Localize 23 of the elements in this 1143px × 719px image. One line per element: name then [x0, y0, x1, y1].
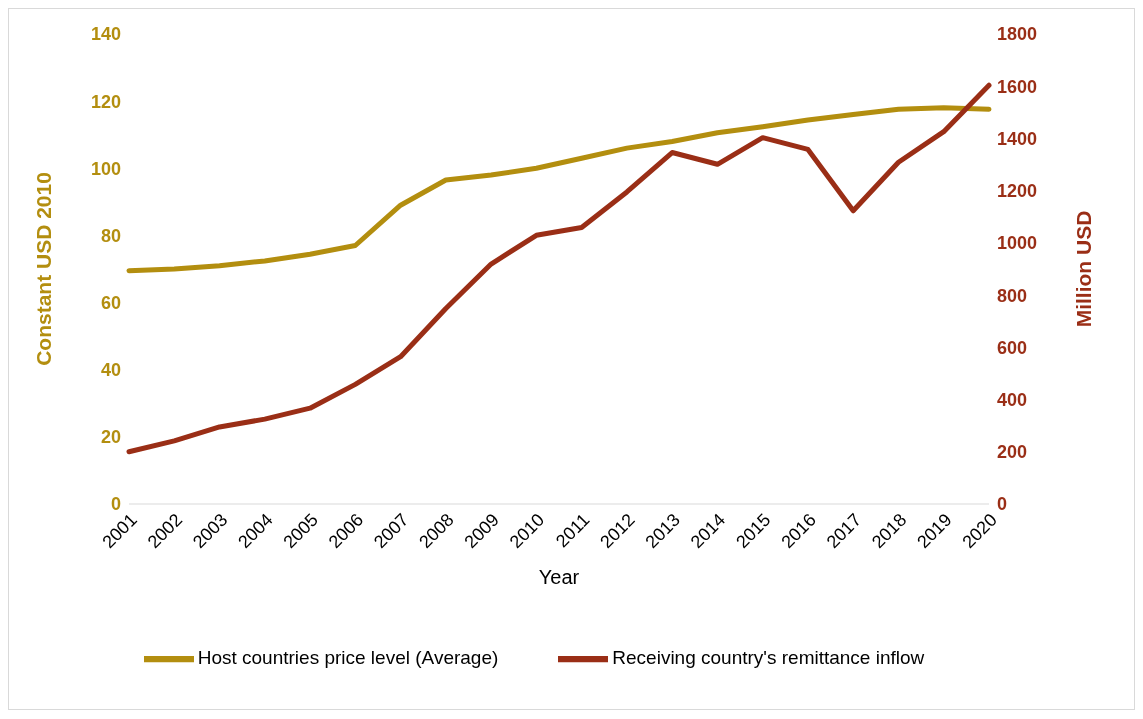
y-tick-label: 100 — [90, 158, 121, 179]
y2-tick-label: 1800 — [997, 24, 1038, 45]
legend-label: Host countries price level (Average) — [197, 647, 499, 669]
y2-tick-label: 0 — [997, 494, 1008, 515]
y-tick-label: 80 — [100, 225, 121, 246]
y-tick-label: 140 — [90, 24, 121, 45]
y2-tick-label: 1600 — [997, 76, 1038, 97]
y-tick-label: 0 — [110, 494, 121, 515]
y-axis-title: Constant USD 2010 — [32, 172, 56, 366]
y2-tick-label: 400 — [997, 389, 1028, 410]
y-tick-label: 60 — [100, 292, 121, 313]
y-tick-label: 20 — [100, 427, 121, 448]
x-axis-title: Year — [538, 566, 580, 588]
legend-label: Receiving country's remittance inflow — [612, 647, 925, 669]
y-tick-label: 120 — [90, 91, 121, 112]
y2-tick-label: 1400 — [997, 128, 1038, 149]
y2-tick-label: 200 — [997, 442, 1028, 463]
y2-tick-label: 600 — [997, 337, 1028, 358]
y-tick-label: 40 — [100, 360, 121, 381]
y2-tick-label: 1000 — [997, 233, 1038, 254]
y2-tick-label: 800 — [997, 285, 1028, 306]
y2-axis-title: Million USD — [1072, 210, 1096, 328]
y2-tick-label: 1200 — [997, 181, 1038, 202]
